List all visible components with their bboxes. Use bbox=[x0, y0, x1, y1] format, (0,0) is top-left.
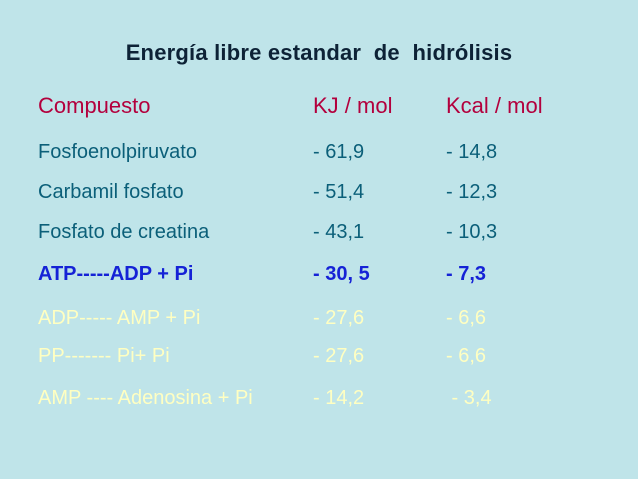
header-kcal-mol: Kcal / mol bbox=[446, 93, 543, 118]
row-fosfoenolpiruvato-compuesto: Fosfoenolpiruvato bbox=[38, 141, 197, 163]
slide-title: Energía libre estandar de hidrólisis bbox=[125, 40, 513, 65]
row-atp-adp-kcal: - 7,3 bbox=[446, 263, 487, 285]
row-creatina-kj: - 43,1 bbox=[313, 221, 365, 243]
row-amp-adenosina-kj: - 14,2 bbox=[313, 387, 365, 409]
row-carbamil-kcal: - 12,3 bbox=[446, 181, 498, 203]
row-fosfoenolpiruvato-kj: - 61,9 bbox=[313, 141, 365, 163]
row-carbamil-compuesto: Carbamil fosfato bbox=[38, 181, 184, 203]
row-amp-adenosina-kcal: - 3,4 bbox=[446, 387, 492, 409]
row-pp-pi-kj: - 27,6 bbox=[313, 345, 365, 367]
row-adp-amp-kj: - 27,6 bbox=[313, 307, 365, 329]
row-carbamil-kj: - 51,4 bbox=[313, 181, 365, 203]
row-adp-amp-kcal: - 6,6 bbox=[446, 307, 487, 329]
row-creatina-compuesto: Fosfato de creatina bbox=[38, 221, 210, 243]
row-atp-adp-kj: - 30, 5 bbox=[313, 263, 370, 285]
row-adp-amp-compuesto: ADP----- AMP + Pi bbox=[38, 307, 201, 329]
row-creatina-kcal: - 10,3 bbox=[446, 221, 498, 243]
row-fosfoenolpiruvato-kcal: - 14,8 bbox=[446, 141, 498, 163]
header-compuesto: Compuesto bbox=[38, 93, 151, 118]
row-pp-pi-kcal: - 6,6 bbox=[446, 345, 487, 367]
row-pp-pi-compuesto: PP------- Pi+ Pi bbox=[38, 345, 170, 367]
header-kj-mol: KJ / mol bbox=[313, 93, 393, 118]
row-atp-adp-compuesto: ATP-----ADP + Pi bbox=[38, 263, 194, 285]
row-amp-adenosina-compuesto: AMP ---- Adenosina + Pi bbox=[38, 387, 253, 409]
